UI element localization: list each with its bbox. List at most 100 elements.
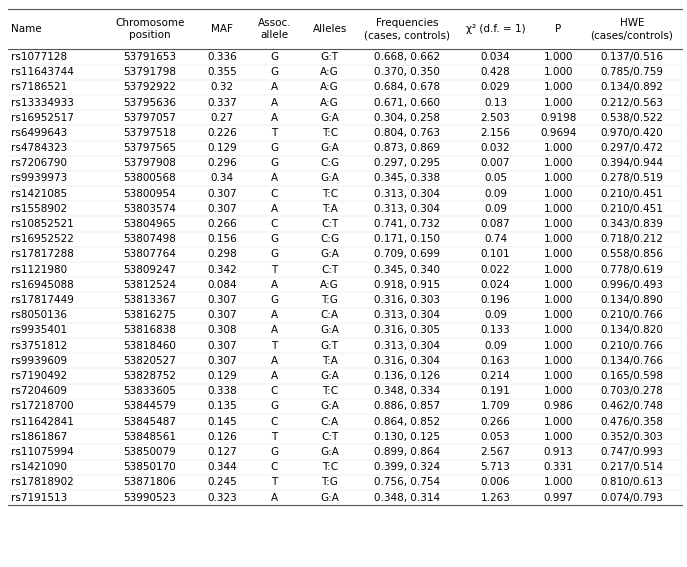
Text: C:T: C:T	[321, 265, 339, 274]
Text: C: C	[271, 189, 278, 198]
Text: 0.345, 0.340: 0.345, 0.340	[374, 265, 440, 274]
Text: G:A: G:A	[320, 143, 339, 153]
Text: C:G: C:G	[320, 234, 339, 244]
Text: 0.226: 0.226	[207, 128, 237, 138]
Text: A: A	[271, 82, 278, 92]
Text: G:A: G:A	[320, 447, 339, 457]
Text: 0.348, 0.334: 0.348, 0.334	[374, 386, 440, 396]
Text: G: G	[271, 158, 279, 168]
Text: 0.997: 0.997	[543, 493, 573, 502]
Text: 53800954: 53800954	[123, 189, 176, 198]
Text: 1.709: 1.709	[481, 401, 510, 412]
Text: 0.297, 0.295: 0.297, 0.295	[374, 158, 440, 168]
Text: 0.703/0.278: 0.703/0.278	[600, 386, 663, 396]
Text: 53797565: 53797565	[123, 143, 176, 153]
Text: 0.370, 0.350: 0.370, 0.350	[374, 67, 440, 77]
Text: Assoc.
allele: Assoc. allele	[258, 18, 291, 40]
Text: C: C	[271, 462, 278, 472]
Text: 0.307: 0.307	[207, 295, 237, 305]
Text: 0.307: 0.307	[207, 356, 237, 366]
Text: T:A: T:A	[322, 356, 338, 366]
Text: 0.538/0.522: 0.538/0.522	[600, 113, 663, 122]
Text: A: A	[271, 371, 278, 381]
Text: rs7206790: rs7206790	[11, 158, 67, 168]
Text: 0.747/0.993: 0.747/0.993	[600, 447, 663, 457]
Text: 1.000: 1.000	[543, 67, 573, 77]
Text: 0.32: 0.32	[210, 82, 234, 92]
Text: 0.278/0.519: 0.278/0.519	[600, 174, 663, 184]
Text: 0.134/0.892: 0.134/0.892	[600, 82, 663, 92]
Text: 53791653: 53791653	[123, 52, 176, 62]
Text: 0.296: 0.296	[207, 158, 237, 168]
Text: 0.09: 0.09	[484, 189, 507, 198]
Text: A:G: A:G	[320, 82, 339, 92]
Text: 0.024: 0.024	[481, 280, 510, 290]
Text: 0.210/0.451: 0.210/0.451	[600, 189, 663, 198]
Text: 0.399, 0.324: 0.399, 0.324	[374, 462, 440, 472]
Text: 0.558/0.856: 0.558/0.856	[600, 249, 663, 260]
Text: 0.134/0.890: 0.134/0.890	[600, 295, 663, 305]
Text: A: A	[271, 204, 278, 214]
Text: 1.000: 1.000	[543, 52, 573, 62]
Text: 0.129: 0.129	[207, 371, 237, 381]
Text: 0.145: 0.145	[207, 417, 237, 426]
Text: 0.307: 0.307	[207, 310, 237, 320]
Text: Chromosome
position: Chromosome position	[115, 18, 184, 40]
Text: rs11643744: rs11643744	[11, 67, 74, 77]
Text: 0.27: 0.27	[210, 113, 234, 122]
Text: rs1077128: rs1077128	[11, 52, 67, 62]
Text: rs4784323: rs4784323	[11, 143, 67, 153]
Text: 1.000: 1.000	[543, 325, 573, 336]
Text: A:G: A:G	[320, 98, 339, 108]
Text: 0.671, 0.660: 0.671, 0.660	[374, 98, 440, 108]
Text: 53795636: 53795636	[123, 98, 176, 108]
Text: C: C	[271, 386, 278, 396]
Text: 0.074/0.793: 0.074/0.793	[600, 493, 663, 502]
Text: 53797908: 53797908	[123, 158, 176, 168]
Text: 0.297/0.472: 0.297/0.472	[600, 143, 663, 153]
Text: rs17817449: rs17817449	[11, 295, 74, 305]
Text: rs6499643: rs6499643	[11, 128, 67, 138]
Text: 0.032: 0.032	[481, 143, 510, 153]
Text: T: T	[271, 341, 278, 350]
Text: rs11642841: rs11642841	[11, 417, 74, 426]
Text: 0.308: 0.308	[207, 325, 237, 336]
Text: 0.428: 0.428	[481, 67, 510, 77]
Text: 1.000: 1.000	[543, 295, 573, 305]
Text: 0.785/0.759: 0.785/0.759	[600, 67, 663, 77]
Text: 53871806: 53871806	[123, 477, 176, 488]
Text: 1.263: 1.263	[481, 493, 510, 502]
Text: 53816838: 53816838	[123, 325, 176, 336]
Text: 0.214: 0.214	[481, 371, 510, 381]
Text: rs1421085: rs1421085	[11, 189, 67, 198]
Text: P: P	[555, 24, 561, 34]
Text: 0.684, 0.678: 0.684, 0.678	[374, 82, 440, 92]
Text: 0.741, 0.732: 0.741, 0.732	[374, 219, 440, 229]
Text: 1.000: 1.000	[543, 356, 573, 366]
Text: 0.307: 0.307	[207, 341, 237, 350]
Text: T:C: T:C	[322, 386, 338, 396]
Text: C:G: C:G	[320, 158, 339, 168]
Text: 0.13: 0.13	[484, 98, 507, 108]
Text: 0.313, 0.304: 0.313, 0.304	[374, 310, 440, 320]
Text: 0.266: 0.266	[481, 417, 510, 426]
Text: C:T: C:T	[321, 219, 339, 229]
Text: A: A	[271, 493, 278, 502]
Text: 1.000: 1.000	[543, 204, 573, 214]
Text: T: T	[271, 477, 278, 488]
Text: A: A	[271, 174, 278, 184]
Text: 53818460: 53818460	[123, 341, 176, 350]
Text: 1.000: 1.000	[543, 477, 573, 488]
Text: 0.034: 0.034	[481, 52, 510, 62]
Text: Name: Name	[11, 24, 42, 34]
Text: G: G	[271, 67, 279, 77]
Text: rs1558902: rs1558902	[11, 204, 67, 214]
Text: 0.668, 0.662: 0.668, 0.662	[374, 52, 440, 62]
Text: 1.000: 1.000	[543, 386, 573, 396]
Text: rs17817288: rs17817288	[11, 249, 74, 260]
Text: A:G: A:G	[320, 67, 339, 77]
Text: rs1861867: rs1861867	[11, 432, 67, 442]
Text: 0.210/0.766: 0.210/0.766	[600, 310, 663, 320]
Text: 53833605: 53833605	[123, 386, 176, 396]
Text: G:A: G:A	[320, 371, 339, 381]
